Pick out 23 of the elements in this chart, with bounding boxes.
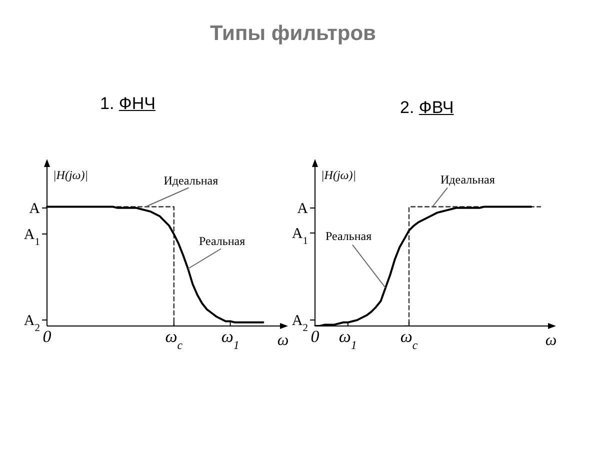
- chart-subtitle: 2. ФВЧ: [400, 98, 454, 117]
- y-axis-title: |H(jω)|: [321, 168, 356, 182]
- text: A: [29, 201, 40, 217]
- x-tick-label: 0: [310, 327, 320, 346]
- chart-subtitle: 1. ФНЧ: [100, 94, 156, 113]
- legend-label: Реальная: [326, 228, 372, 243]
- chart-title: Типы фильтров: [209, 22, 377, 46]
- x-axis-title: ω: [545, 332, 557, 349]
- series-label: Идеальная: [440, 172, 496, 187]
- series-label: Реальная: [199, 234, 246, 248]
- y-axis-title: |H(jω)|: [53, 168, 88, 182]
- x-tick-label: ω$_{c}$: [165, 327, 184, 352]
- x-axis-title: ω: [277, 332, 289, 349]
- text: A$_{1}$: [24, 227, 40, 248]
- text: A: [297, 201, 308, 217]
- text: A$_{2}$: [24, 313, 40, 334]
- x-tick-label: ω$_{1}$: [221, 327, 240, 352]
- series-label: Идеальная: [164, 174, 219, 188]
- text: A$_{2}$: [292, 313, 308, 334]
- text: A$_{1}$: [292, 226, 308, 246]
- x-tick-label: ω$_{c}$: [400, 327, 418, 352]
- x-tick-label: ω$_{1}$: [338, 327, 357, 352]
- x-tick-label: 0: [42, 327, 52, 346]
